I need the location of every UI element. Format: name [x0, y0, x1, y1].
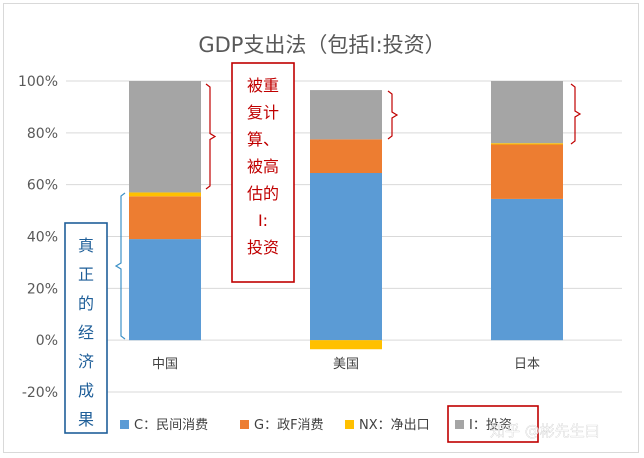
note-real-economic-result-text: 经: [78, 323, 94, 342]
note-real-economic-result-text: 果: [78, 410, 94, 429]
legend-label: NX：净出口: [359, 418, 430, 433]
y-tick-label: 20%: [27, 281, 58, 297]
bar-segment: [129, 192, 201, 197]
x-category-label: 日本: [514, 357, 540, 372]
y-tick-label: 100%: [18, 74, 58, 90]
legend-label: I：投资: [469, 417, 512, 433]
note-overestimated-investment-text: 复计: [247, 103, 279, 122]
x-axis: 中国 美国 日本: [152, 357, 540, 372]
bar-segment: [491, 81, 563, 144]
bar-segment: [129, 196, 201, 240]
bars: [129, 81, 563, 350]
bar-segment: [491, 198, 563, 341]
y-tick-label: -20%: [22, 385, 58, 401]
bracket-china-real: [114, 192, 126, 340]
note-real-economic-result-text: 正: [78, 265, 94, 284]
legend-swatch: [345, 420, 354, 429]
legend-label: G：政F消费: [254, 418, 324, 433]
note-overestimated-investment-text: 估的: [247, 184, 279, 203]
y-axis: -20% 0% 20% 40% 60% 80% 100%: [18, 74, 58, 401]
bar-segment: [310, 173, 382, 341]
bracket-usa-investment: [387, 90, 399, 140]
brackets: [114, 83, 582, 340]
note-overestimated-investment-text: 投资: [247, 238, 279, 257]
note-overestimated-investment-text: 被重: [247, 76, 279, 95]
note-real-economic-result-text: 的: [78, 294, 94, 313]
bar-segment: [129, 239, 201, 341]
bracket-china-investment: [205, 83, 217, 190]
y-tick-label: 60%: [27, 178, 58, 194]
legend-swatch: [120, 420, 129, 429]
note-overestimated-investment-text: 算、: [247, 130, 279, 149]
note-real-economic-result-box: [64, 222, 108, 434]
legend-swatch: [240, 420, 249, 429]
note-overestimated-investment-text: 被高: [247, 157, 279, 176]
bracket-japan-investment: [570, 83, 582, 145]
legend-swatch: [455, 420, 464, 429]
note-overestimated-investment-text: I:: [258, 211, 268, 230]
watermark: 知乎 @彬先生曰: [490, 422, 600, 440]
bar-segment: [310, 139, 382, 174]
x-category-label: 中国: [152, 357, 178, 372]
legend-label: C：民间消费: [134, 418, 208, 433]
chart-title: GDP支出法（包括I:投资）: [198, 33, 445, 57]
note-real-economic-result-text: 济: [78, 352, 94, 371]
legend-highlight-box: [447, 405, 539, 443]
note-real-economic-result-text: 真: [78, 236, 94, 255]
y-tick-label: 40%: [27, 230, 58, 246]
note-real-economic-result-text: 成: [78, 381, 94, 400]
bar-segment: [310, 340, 382, 350]
bar-segment: [310, 90, 382, 140]
bar-segment: [491, 143, 563, 145]
bar-segment: [491, 144, 563, 199]
x-category-label: 美国: [333, 357, 359, 372]
note-overestimated-investment-box: [231, 62, 295, 283]
y-tick-label: 80%: [27, 126, 58, 142]
y-tick-label: 0%: [36, 333, 58, 349]
bar-segment: [129, 81, 201, 193]
